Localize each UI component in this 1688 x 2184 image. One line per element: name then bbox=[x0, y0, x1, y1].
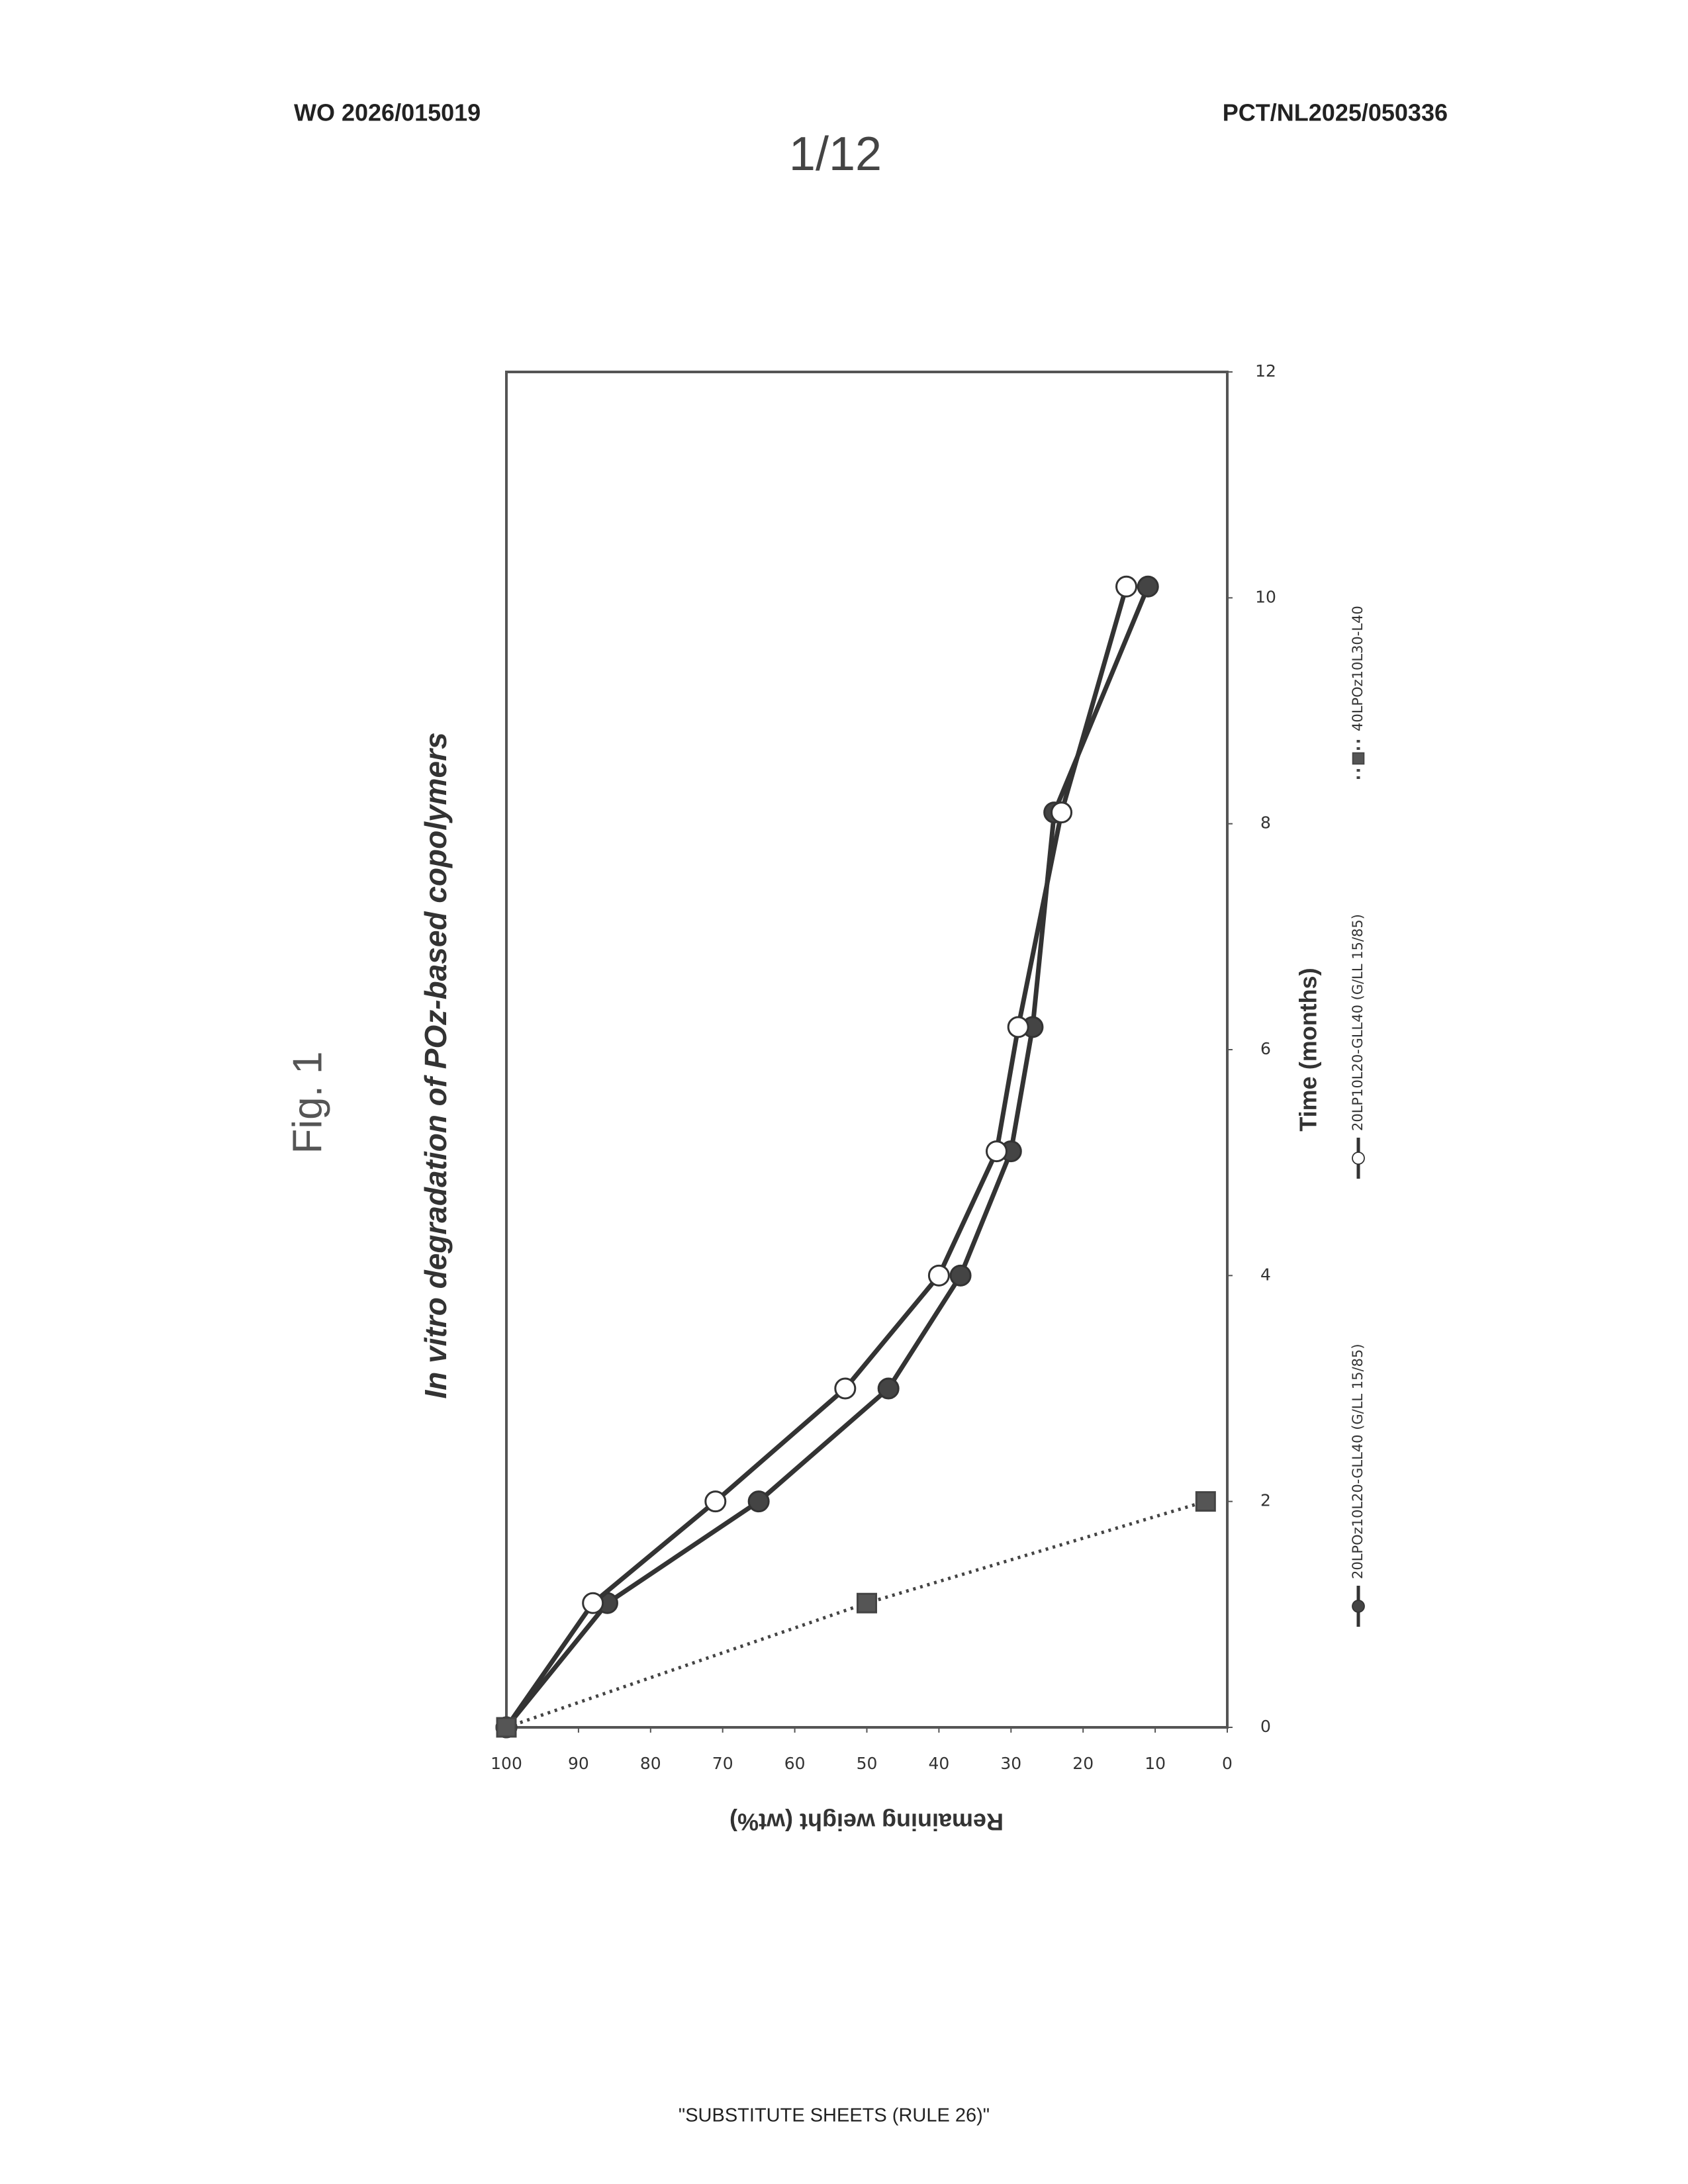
y-tick-label: 70 bbox=[712, 1754, 733, 1773]
figure-label: Fig. 1 bbox=[285, 1051, 330, 1154]
y-tick-label: 10 bbox=[1145, 1754, 1166, 1773]
x-tick-label: 8 bbox=[1260, 813, 1271, 833]
x-tick-label: 10 bbox=[1255, 587, 1276, 606]
y-tick-label: 100 bbox=[491, 1754, 522, 1773]
data-point bbox=[1196, 1492, 1215, 1511]
chart: Fig. 1 In vitro degradation of POz-based… bbox=[285, 361, 1366, 1835]
x-tick-label: 2 bbox=[1260, 1491, 1271, 1510]
data-point bbox=[1008, 1017, 1028, 1037]
series-line bbox=[506, 586, 1148, 1727]
legend-label: 40LPOz10L30-L40 bbox=[1350, 606, 1366, 731]
legend-marker bbox=[1352, 1600, 1364, 1612]
y-tick-label: 40 bbox=[928, 1754, 949, 1773]
y-tick-label: 90 bbox=[568, 1754, 589, 1773]
y-tick-label: 0 bbox=[1222, 1754, 1233, 1773]
legend-marker bbox=[1353, 753, 1364, 764]
legend-marker bbox=[1352, 1152, 1364, 1164]
legend-label: 20LPOz10L20-GLL40 (G/LL 15/85) bbox=[1350, 1343, 1366, 1579]
data-point bbox=[878, 1379, 898, 1398]
page-number: 1/12 bbox=[789, 128, 882, 181]
data-point bbox=[858, 1594, 876, 1612]
header-right: PCT/NL2025/050336 bbox=[1223, 99, 1448, 126]
y-tick-label: 80 bbox=[640, 1754, 661, 1773]
data-point bbox=[1117, 576, 1137, 596]
x-tick-label: 4 bbox=[1260, 1265, 1271, 1284]
header-left: WO 2026/015019 bbox=[294, 99, 481, 126]
y-tick-label: 30 bbox=[1000, 1754, 1021, 1773]
data-point bbox=[929, 1265, 949, 1285]
x-tick-label: 12 bbox=[1255, 361, 1276, 381]
chart-title: In vitro degradation of POz-based copoly… bbox=[418, 732, 453, 1398]
x-tick-label: 6 bbox=[1260, 1039, 1271, 1058]
data-point bbox=[835, 1379, 855, 1398]
plot-frame bbox=[506, 372, 1227, 1727]
data-point bbox=[706, 1492, 726, 1512]
x-tick-label: 0 bbox=[1260, 1717, 1271, 1736]
series-line bbox=[506, 586, 1127, 1727]
data-point bbox=[497, 1718, 516, 1737]
data-point bbox=[583, 1593, 603, 1613]
y-axis-label: Remaining weight (wt%) bbox=[729, 1808, 1004, 1835]
data-point bbox=[749, 1492, 769, 1512]
data-point bbox=[1138, 576, 1158, 596]
y-tick-label: 60 bbox=[784, 1754, 806, 1773]
x-axis-label: Time (months) bbox=[1295, 968, 1322, 1131]
data-point bbox=[1052, 803, 1072, 823]
y-tick-label: 50 bbox=[857, 1754, 878, 1773]
data-point bbox=[987, 1142, 1007, 1161]
footer: "SUBSTITUTE SHEETS (RULE 26)" bbox=[679, 2105, 990, 2126]
data-point bbox=[951, 1265, 970, 1285]
legend-label: 20LP10L20-GLL40 (G/LL 15/85) bbox=[1350, 914, 1366, 1131]
y-tick-label: 20 bbox=[1072, 1754, 1094, 1773]
series-line bbox=[506, 1502, 1205, 1727]
